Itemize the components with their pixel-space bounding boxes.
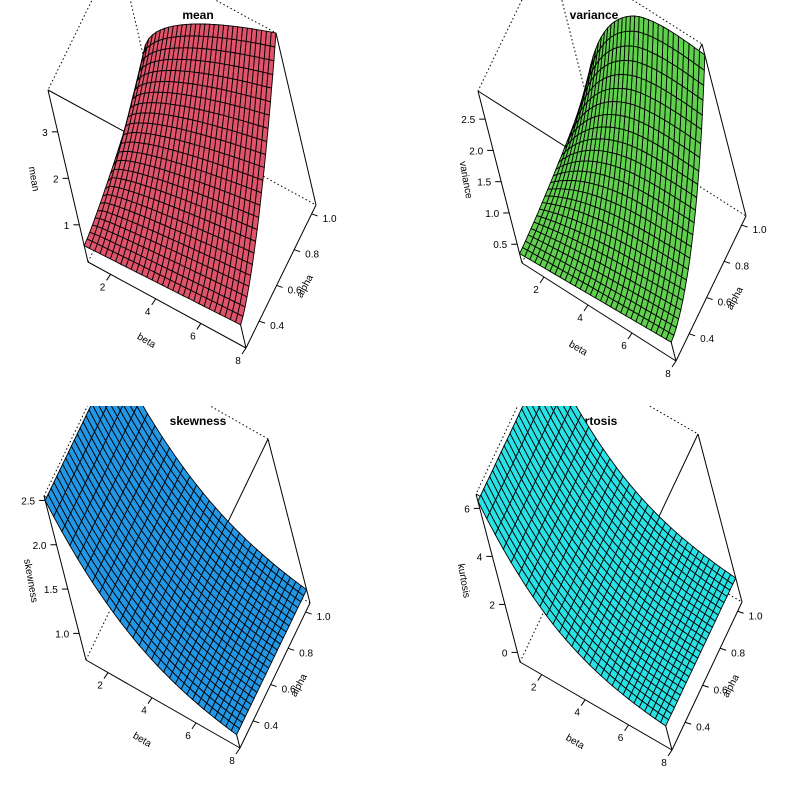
x-tick-mark	[628, 333, 632, 339]
x-tick-label: 8	[661, 758, 667, 769]
x-tick-mark	[540, 277, 544, 283]
y-tick-mark	[294, 250, 300, 252]
surface-mesh	[84, 24, 276, 325]
x-tick-label: 2	[531, 683, 537, 694]
z-tick-label: 3	[42, 128, 48, 139]
y-tick-mark	[738, 611, 744, 613]
y-tick-label: 1.0	[749, 611, 763, 622]
x-axis-label: beta	[567, 339, 590, 358]
z-tick-label: 2	[489, 600, 495, 611]
surface-mesh	[520, 16, 705, 342]
y-tick-mark	[742, 225, 748, 227]
y-tick-label: 1.0	[317, 612, 331, 623]
x-tick-mark	[584, 305, 588, 311]
z-tick-label: 2.0	[33, 541, 47, 552]
y-tick-label: 0.8	[735, 261, 749, 272]
z-tick-label: 2.0	[469, 146, 483, 157]
z-axis-label: mean	[26, 166, 41, 193]
y-tick-mark	[724, 261, 730, 263]
y-tick-mark	[271, 685, 277, 687]
x-tick-label: 6	[185, 731, 191, 742]
z-tick-label: 0	[502, 648, 508, 659]
y-tick-label: 0.8	[731, 648, 745, 659]
z-tick-label: 2	[53, 174, 59, 185]
x-tick-label: 2	[100, 282, 106, 293]
x-tick-mark	[107, 274, 111, 280]
x-tick-label: 4	[141, 706, 147, 717]
y-tick-mark	[689, 334, 695, 336]
y-tick-mark	[720, 648, 726, 650]
z-tick-label: 1.0	[485, 209, 499, 220]
x-tick-label: 6	[618, 733, 624, 744]
x-tick-mark	[538, 675, 542, 681]
x-tick-mark	[672, 361, 676, 367]
x-tick-mark	[148, 698, 152, 704]
y-tick-label: 0.4	[696, 722, 710, 733]
z-tick-label: 6	[464, 504, 470, 515]
z-tick-label: 1.5	[44, 585, 58, 596]
x-tick-mark	[197, 323, 201, 329]
y-tick-mark	[685, 722, 691, 724]
y-tick-mark	[306, 612, 312, 614]
x-tick-label: 4	[145, 307, 151, 318]
y-tick-label: 0.8	[305, 250, 319, 261]
y-tick-mark	[703, 685, 709, 687]
y-tick-label: 1.0	[753, 225, 767, 236]
x-tick-mark	[668, 750, 672, 756]
y-tick-mark	[707, 298, 713, 300]
y-tick-mark	[312, 214, 318, 216]
z-axis-label: variance	[457, 160, 474, 200]
x-tick-label: 8	[235, 356, 241, 367]
y-tick-label: 0.4	[270, 321, 284, 332]
x-axis-label: beta	[564, 733, 587, 752]
z-tick-label: 1.0	[55, 629, 69, 640]
x-tick-mark	[236, 748, 240, 754]
x-tick-label: 4	[574, 708, 580, 719]
surface-mesh	[45, 406, 307, 735]
skewness-surface-plot: 2468beta0.40.60.81.0alpha1.01.52.02.5ske…	[0, 406, 396, 788]
y-tick-label: 0.8	[299, 648, 313, 659]
x-tick-mark	[625, 725, 629, 731]
x-tick-mark	[104, 673, 108, 679]
y-tick-mark	[288, 648, 294, 650]
x-axis-label: beta	[135, 332, 158, 351]
y-tick-label: 1.0	[323, 214, 337, 225]
x-tick-label: 2	[533, 285, 539, 296]
y-tick-mark	[253, 721, 259, 723]
z-axis-label: skewness	[21, 558, 39, 603]
y-tick-mark	[259, 321, 265, 323]
x-tick-label: 6	[621, 341, 627, 352]
x-tick-label: 6	[190, 331, 196, 342]
x-tick-label: 2	[97, 681, 103, 692]
x-tick-mark	[192, 723, 196, 729]
x-tick-mark	[242, 348, 246, 354]
x-axis-label: beta	[131, 731, 154, 750]
z-tick-label: 4	[477, 552, 483, 563]
z-tick-label: 2.5	[21, 496, 35, 507]
x-tick-label: 8	[665, 369, 671, 380]
y-tick-label: 0.4	[700, 334, 714, 345]
z-tick-label: 1.5	[477, 178, 491, 189]
surface-facet	[653, 22, 658, 40]
x-tick-label: 8	[229, 756, 235, 767]
z-axis-label: kurtosis	[455, 563, 472, 599]
y-tick-mark	[277, 285, 283, 287]
z-tick-label: 0.5	[493, 240, 507, 251]
x-tick-mark	[152, 299, 156, 305]
z-tick-label: 2.5	[461, 115, 475, 126]
surface-mesh	[478, 406, 736, 726]
x-tick-label: 4	[577, 313, 583, 324]
x-tick-mark	[581, 700, 585, 706]
z-tick-label: 1	[64, 221, 70, 232]
y-tick-label: 0.4	[264, 721, 278, 732]
